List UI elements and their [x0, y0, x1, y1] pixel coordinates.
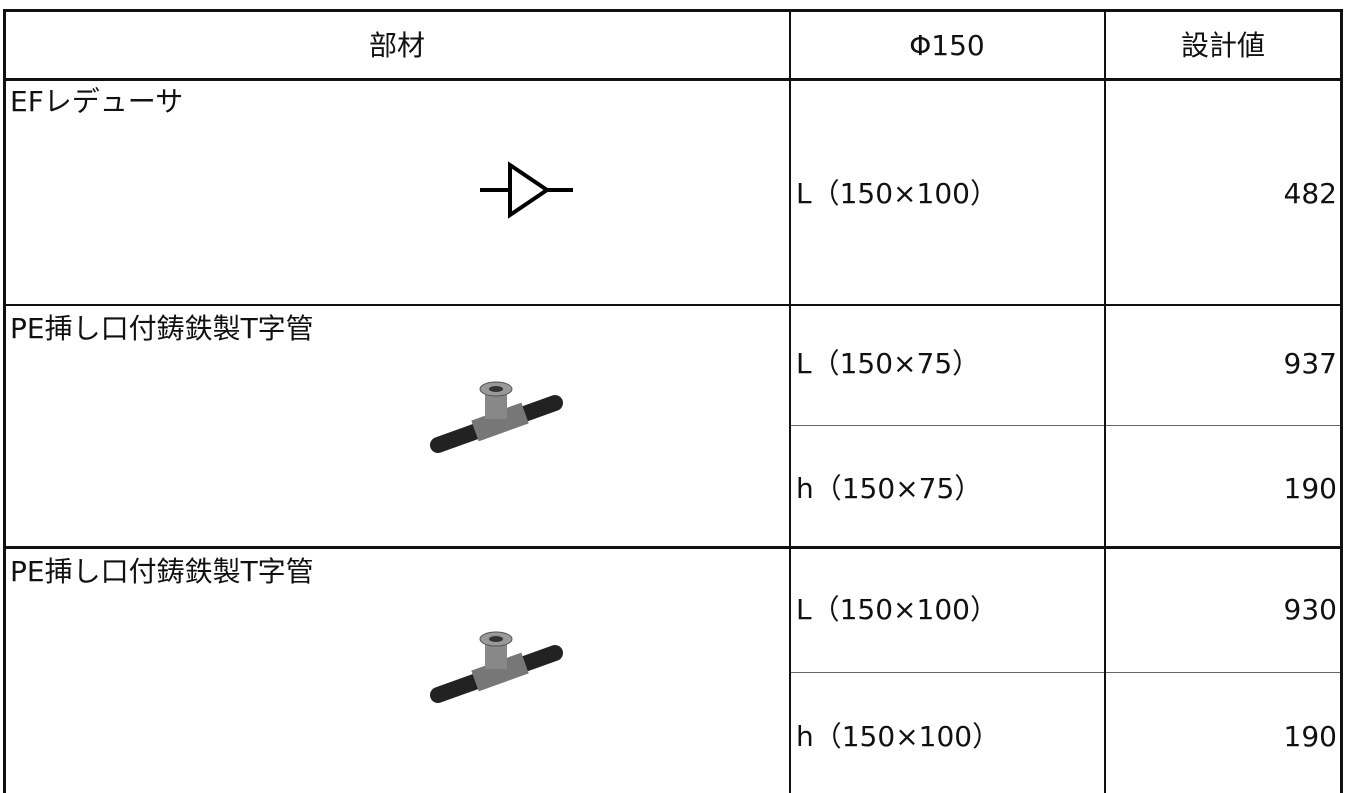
design-value: 937	[1283, 347, 1337, 380]
border	[3, 9, 6, 793]
border	[1340, 9, 1343, 793]
design-value: 482	[1283, 177, 1337, 210]
tee-pipe-image	[430, 381, 563, 453]
border	[3, 9, 1343, 12]
header-cell: 設計値	[1180, 29, 1266, 62]
tee-pipe-image	[430, 631, 563, 703]
border	[3, 546, 1343, 549]
part-name: EFレデューサ	[10, 85, 184, 118]
divider	[790, 672, 1342, 673]
design-value: 190	[1283, 720, 1337, 753]
dimension: L（150×100）	[796, 593, 998, 626]
dimension: h（150×75）	[796, 472, 983, 505]
header-cell: Φ150	[909, 29, 985, 62]
border	[789, 9, 791, 793]
divider	[790, 425, 1342, 426]
header-cell: 部材	[368, 29, 426, 62]
reducer-symbol	[480, 161, 573, 219]
dimension: h（150×100）	[796, 720, 1001, 753]
part-name: PE挿し口付鋳鉄製T字管	[10, 312, 314, 345]
design-value: 190	[1283, 472, 1337, 505]
design-value: 930	[1283, 593, 1337, 626]
border	[3, 304, 1343, 306]
part-name: PE挿し口付鋳鉄製T字管	[10, 555, 314, 588]
dimension: L（150×100）	[796, 177, 998, 210]
dimension: L（150×75）	[796, 347, 981, 380]
border	[1104, 9, 1106, 793]
border	[3, 78, 1343, 81]
